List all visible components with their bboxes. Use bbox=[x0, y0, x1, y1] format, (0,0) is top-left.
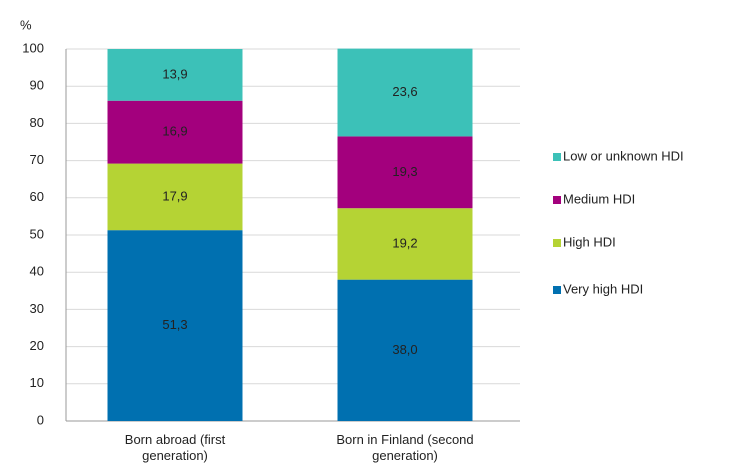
value-label: 13,9 bbox=[162, 66, 187, 81]
bar-segment bbox=[107, 49, 243, 101]
bar-segment bbox=[337, 208, 473, 280]
value-label: 19,2 bbox=[392, 235, 417, 250]
y-tick-label: 0 bbox=[37, 412, 44, 427]
y-tick-label: 60 bbox=[30, 189, 44, 204]
legend-swatch bbox=[553, 153, 561, 161]
value-label: 23,6 bbox=[392, 84, 417, 99]
legend-label: Very high HDI bbox=[563, 281, 643, 296]
y-tick-label: 30 bbox=[30, 301, 44, 316]
bar-segment bbox=[337, 48, 473, 137]
x-tick-label: Born abroad (first generation) bbox=[125, 432, 226, 463]
y-tick-label: 90 bbox=[30, 78, 44, 93]
bar-segment bbox=[337, 279, 473, 421]
y-tick-label: 10 bbox=[30, 375, 44, 390]
y-tick-label: 40 bbox=[30, 264, 44, 279]
legend-swatch bbox=[553, 286, 561, 294]
bar-segment bbox=[107, 163, 243, 231]
legend-swatch bbox=[553, 239, 561, 247]
y-tick-label: 100 bbox=[22, 40, 44, 55]
y-axis-label: % bbox=[20, 17, 32, 32]
legend-label: Low or unknown HDI bbox=[563, 148, 684, 163]
value-label: 16,9 bbox=[162, 124, 187, 139]
bar-segment bbox=[107, 230, 243, 421]
value-label: 51,3 bbox=[162, 317, 187, 332]
legend-label: High HDI bbox=[563, 234, 616, 249]
y-tick-label: 20 bbox=[30, 338, 44, 353]
y-tick-label: 70 bbox=[30, 152, 44, 167]
legend-swatch bbox=[553, 196, 561, 204]
bar-segment bbox=[337, 136, 473, 209]
legend-label: Medium HDI bbox=[563, 191, 635, 206]
y-tick-label: 80 bbox=[30, 115, 44, 130]
y-tick-label: 50 bbox=[30, 226, 44, 241]
value-label: 19,3 bbox=[392, 164, 417, 179]
value-label: 17,9 bbox=[162, 188, 187, 203]
value-label: 38,0 bbox=[392, 342, 417, 357]
x-tick-label: Born in Finland (second generation) bbox=[336, 432, 473, 463]
bar-segment bbox=[107, 100, 243, 164]
